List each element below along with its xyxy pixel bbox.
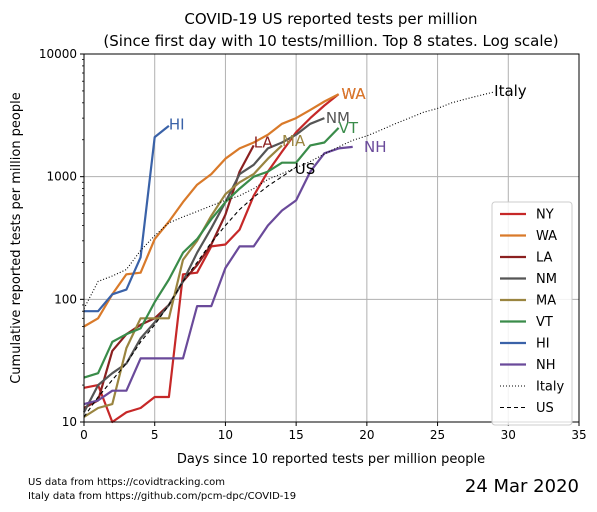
y-tick-label: 10000 — [39, 47, 77, 61]
legend-label-italy: Italy — [536, 380, 565, 395]
legend-label-nh: NH — [536, 358, 556, 373]
chart-subtitle: (Since first day with 10 tests/million. … — [103, 32, 558, 50]
series-line-nm — [83, 117, 325, 413]
legend-label-hi: HI — [536, 337, 550, 352]
y-tick-label: 10 — [62, 415, 77, 429]
us-source-note: US data from https://covidtracking.com — [28, 477, 225, 488]
legend-label-la: LA — [536, 251, 553, 266]
italy-source-note: Italy data from https://github.com/pcm-d… — [28, 491, 297, 502]
series-line-wa — [83, 93, 340, 328]
legend-label-ma: MA — [536, 294, 556, 309]
x-tick-label: 5 — [151, 428, 159, 442]
chart-svg: COVID-19 US reported tests per million (… — [9, 10, 587, 467]
annotation-nh: NH — [364, 138, 387, 156]
y-tick-label: 100 — [54, 292, 77, 306]
x-tick-label: 20 — [359, 428, 374, 442]
y-axis-label: Cumulative reported tests per million pe… — [9, 92, 24, 384]
series-line-nh — [83, 145, 353, 406]
y-tick-label: 1000 — [46, 170, 77, 184]
annotation-wa: WA — [341, 85, 366, 103]
x-tick-label: 0 — [80, 428, 88, 442]
legend-label-ny: NY — [536, 208, 554, 223]
legend-label-nm: NM — [536, 272, 557, 287]
annotation-ma: MA — [282, 132, 306, 150]
x-tick-label: 15 — [289, 428, 304, 442]
series-line-italy — [83, 91, 495, 309]
annotation-hi: HI — [169, 116, 185, 134]
annotation-us: US — [295, 160, 316, 178]
x-axis-label: Days since 10 reported tests per million… — [177, 452, 485, 467]
date-label: 24 Mar 2020 — [464, 476, 579, 497]
legend: NY WA LA NM MA VT HI NH Italy US — [491, 201, 573, 426]
series-line-vt — [83, 127, 340, 379]
x-tick-label: 35 — [571, 428, 586, 442]
x-tick-label: 10 — [218, 428, 233, 442]
annotation-vt: VT — [339, 119, 359, 137]
annotation-italy: Italy — [494, 82, 527, 100]
annotation-ny: WA — [341, 85, 366, 103]
series-line-us — [83, 166, 297, 418]
series-line-hi — [84, 124, 170, 313]
tick-layer: 0 5 10 15 20 25 30 35 10 100 1000 10000 — [39, 47, 587, 442]
legend-label-vt: VT — [536, 315, 553, 330]
annotation-nm: NM — [326, 109, 350, 127]
legend-label-wa: WA — [536, 229, 557, 244]
plot-frame — [83, 53, 580, 423]
annotation-la: LA — [254, 133, 274, 151]
legend-label-us: US — [536, 401, 554, 416]
x-tick-label: 30 — [501, 428, 516, 442]
chart-title: COVID-19 US reported tests per million — [184, 10, 477, 28]
x-tick-label: 25 — [430, 428, 445, 442]
series-layer — [83, 91, 495, 424]
series-line-ma — [83, 144, 283, 418]
